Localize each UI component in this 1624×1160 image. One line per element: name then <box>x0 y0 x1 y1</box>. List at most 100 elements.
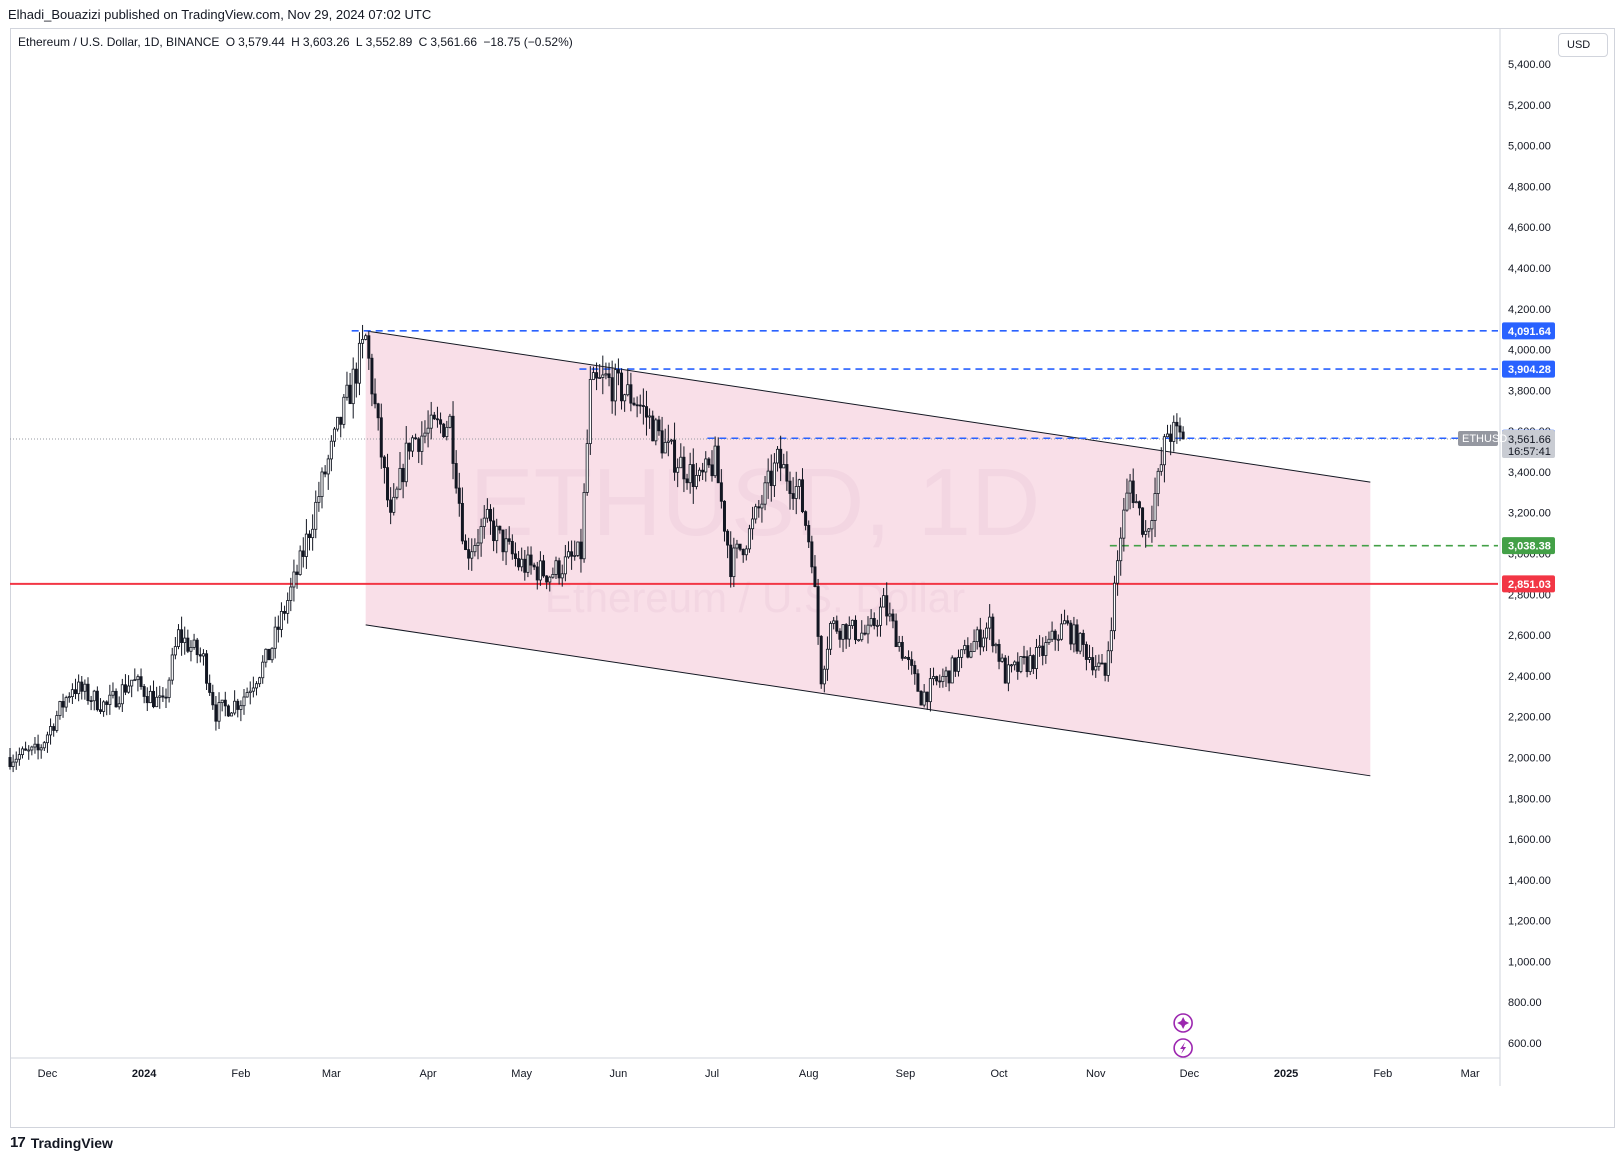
candle-body <box>161 695 165 698</box>
candle-body <box>214 704 218 722</box>
candle <box>245 687 249 698</box>
candle-body <box>510 541 514 555</box>
candle <box>258 676 262 688</box>
candle <box>445 420 449 441</box>
candle <box>70 683 74 705</box>
candle <box>956 649 960 677</box>
footer-brand[interactable]: 17 TradingView <box>10 1134 113 1151</box>
candle-body <box>1016 661 1020 672</box>
candle <box>208 674 212 696</box>
candle <box>370 353 374 407</box>
candle <box>888 602 892 622</box>
candle-body <box>701 469 705 473</box>
candle-body <box>320 471 324 497</box>
candle <box>691 448 695 504</box>
candle-body <box>679 456 683 469</box>
candle-body <box>981 637 985 648</box>
candle <box>67 692 71 703</box>
candle-body <box>376 403 380 419</box>
y-tick-label: 800.00 <box>1508 997 1542 1009</box>
candle-body <box>470 551 474 559</box>
candle <box>30 745 34 756</box>
candle <box>120 678 124 712</box>
candle-body <box>392 496 396 513</box>
candle <box>698 467 702 482</box>
candle <box>1063 609 1067 625</box>
x-tick-label: May <box>511 1068 532 1080</box>
candle-body <box>588 379 592 445</box>
candle <box>161 687 165 702</box>
candle <box>301 537 305 568</box>
candle-body <box>386 467 390 501</box>
candle-body <box>938 680 942 683</box>
candle-body <box>382 456 386 469</box>
candle <box>878 597 882 637</box>
candle-body <box>1169 433 1173 442</box>
tradingview-brand: TradingView <box>30 1134 113 1151</box>
candle-body <box>192 639 196 648</box>
candle-body <box>1053 630 1057 640</box>
candle-body <box>17 754 21 760</box>
candle-body <box>919 690 923 706</box>
channel-upper-line[interactable] <box>365 330 1371 483</box>
candle-body <box>485 508 489 519</box>
candle-body <box>410 437 414 452</box>
candle <box>264 648 268 668</box>
candle-body <box>11 761 15 767</box>
candle <box>164 688 168 709</box>
level-tag-0-bg[interactable] <box>1502 322 1555 340</box>
candle-body <box>248 690 252 693</box>
candle-body <box>423 432 427 437</box>
candle-body <box>217 702 221 722</box>
candle-body <box>498 525 502 531</box>
symbol-tag-bg[interactable] <box>1458 430 1498 446</box>
symbol-legend[interactable]: Ethereum / U.S. Dollar, 1D, BINANCE O 3,5… <box>18 35 576 49</box>
currency-selector[interactable]: USD <box>1558 33 1608 57</box>
x-tick-label: 2024 <box>132 1068 157 1080</box>
candle-body <box>1025 656 1029 673</box>
candle-body <box>935 676 939 682</box>
candle <box>242 689 246 715</box>
candle <box>688 452 692 494</box>
candle-body <box>64 697 68 708</box>
candle-body <box>847 625 851 640</box>
candle <box>947 670 951 692</box>
candle-body <box>882 595 886 608</box>
candle-body <box>1006 664 1010 684</box>
candle <box>598 364 602 379</box>
candle <box>201 649 205 666</box>
candle <box>36 734 40 760</box>
candle <box>816 578 820 645</box>
candle-body <box>613 369 617 402</box>
candle-body <box>139 676 143 687</box>
candle <box>601 355 605 395</box>
candle-body <box>576 541 580 556</box>
candles-group[interactable] <box>8 324 1185 773</box>
candle-body <box>657 419 661 432</box>
level-tag-3-bg[interactable] <box>1502 537 1555 555</box>
candle-body <box>86 683 90 701</box>
candle <box>994 642 998 654</box>
candle <box>963 639 967 655</box>
candle-body <box>448 415 452 428</box>
level-tag-4-label: 2,851.03 <box>1508 579 1551 591</box>
candle-body <box>963 645 967 651</box>
low-label: L <box>355 35 363 49</box>
candle <box>1031 654 1035 675</box>
watermark-name: Ethereum / U.S. Dollar <box>545 574 965 621</box>
lightning-icon[interactable] <box>1173 1038 1193 1058</box>
level-tag-4-bg[interactable] <box>1502 575 1555 593</box>
channel-lower-line[interactable] <box>365 624 1371 777</box>
candle <box>1134 494 1138 504</box>
sparkle-icon[interactable] <box>1173 1013 1193 1033</box>
candle-body <box>201 653 205 657</box>
level-tag-1-bg[interactable] <box>1502 360 1555 378</box>
candle-body <box>488 508 492 522</box>
candle-body <box>301 550 305 557</box>
candle-body <box>476 542 480 546</box>
candle <box>52 723 56 737</box>
last-price-tag-bg[interactable] <box>1502 429 1555 458</box>
candle <box>429 401 433 440</box>
candle-body <box>1128 480 1132 494</box>
